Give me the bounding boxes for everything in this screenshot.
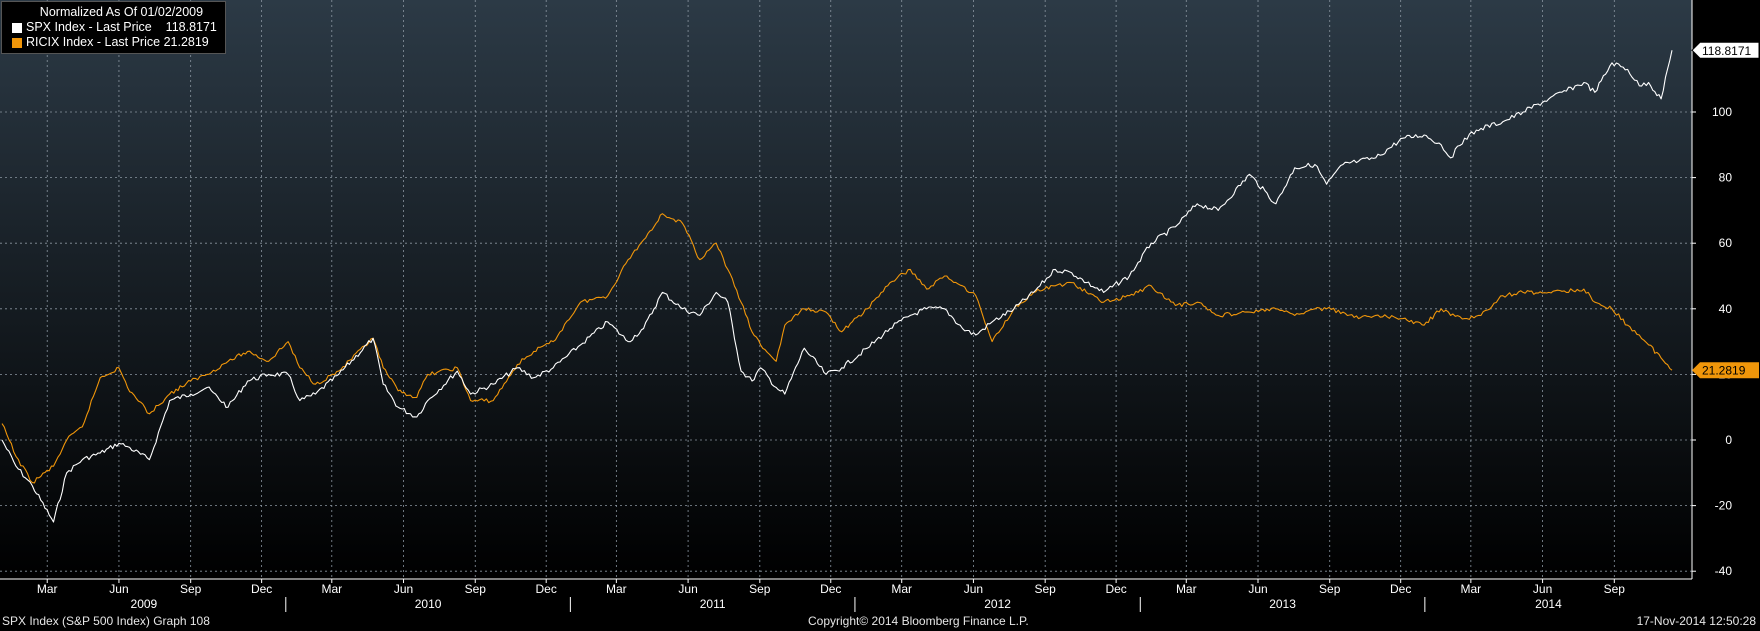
x-month-label: Jun <box>678 582 697 596</box>
x-year-label: 2012 <box>984 597 1011 611</box>
y-tick-label: 80 <box>1719 171 1733 185</box>
legend-swatch-spx <box>12 22 22 33</box>
x-month-label: Dec <box>1105 582 1126 596</box>
x-month-label: Mar <box>606 582 627 596</box>
y-tick-label: 40 <box>1719 302 1733 316</box>
footer: SPX Index (S&P 500 Index) Graph 108 Copy… <box>0 612 1760 631</box>
ricix-series-line <box>1 213 1673 484</box>
grid <box>0 0 1692 579</box>
x-month-label: Sep <box>180 582 202 596</box>
legend-label-ricix: RICIX Index - Last Price <box>26 35 161 49</box>
spx-series-line <box>1 50 1673 523</box>
y-tick-label: -40 <box>1715 564 1733 578</box>
x-month-label: Jun <box>109 582 128 596</box>
x-month-label: Jun <box>1533 582 1552 596</box>
x-month-label: Mar <box>1461 582 1482 596</box>
label-box <box>1691 41 1760 59</box>
x-year-label: 2011 <box>700 597 726 611</box>
label-text: 21.2819 <box>1702 364 1746 378</box>
legend-value-spx: 118.8171 <box>165 20 217 34</box>
y-tick-label: 60 <box>1719 236 1733 250</box>
chart-title: Normalized As Of 01/02/2009 <box>39 5 204 19</box>
x-month-label: Mar <box>891 582 912 596</box>
x-month-label: Mar <box>37 582 58 596</box>
legend-item-spx: SPX Index - Last Price 118.8171 <box>12 20 217 35</box>
x-month-label: Sep <box>749 582 771 596</box>
x-month-label: Sep <box>1034 582 1056 596</box>
x-year-label: 2013 <box>1269 597 1296 611</box>
footer-timestamp: 17-Nov-2014 12:50:28 <box>1636 614 1756 628</box>
x-month-label: Jun <box>964 582 983 596</box>
x-month-label: Dec <box>1390 582 1411 596</box>
x-axis: Mar Jun Sep Dec Mar Jun Sep Dec Mar Jun Sep Dec Mar J… <box>0 578 1692 612</box>
y-tick-label: 100 <box>1712 105 1732 119</box>
x-month-label: Dec <box>536 582 557 596</box>
spx-last-value-label: 118.8171 <box>1691 41 1760 59</box>
x-month-label: Mar <box>1176 582 1197 596</box>
label-text: 118.8171 <box>1702 44 1751 58</box>
legend-value-ricix: 21.2819 <box>163 35 209 49</box>
y-axis: -40-20020406080100 <box>1691 0 1733 579</box>
x-month-label: Jun <box>1248 582 1267 596</box>
legend: Normalized As Of 01/02/2009 SPX Index - … <box>1 1 226 54</box>
y-tick-label: -20 <box>1715 499 1733 513</box>
x-month-label: Sep <box>1604 582 1626 596</box>
x-month-label: Sep <box>1319 582 1341 596</box>
legend-item-ricix: RICIX Index - Last Price 21.2819 <box>12 35 217 50</box>
series-lines <box>1 50 1673 523</box>
x-month-label: Dec <box>820 582 841 596</box>
x-year-label: 2010 <box>415 597 442 611</box>
last-value-labels: 21.2819 118.8171 <box>1691 41 1760 379</box>
x-month-label: Dec <box>251 582 272 596</box>
legend-label-spx: SPX Index - Last Price <box>26 20 152 34</box>
plot-background <box>0 0 1692 579</box>
x-month-label: Jun <box>394 582 413 596</box>
y-tick-label: 0 <box>1725 433 1732 447</box>
x-month-label: Sep <box>465 582 487 596</box>
x-year-label: 2009 <box>131 597 158 611</box>
ricix-last-value-label: 21.2819 <box>1692 362 1759 379</box>
label-box <box>1692 362 1759 379</box>
x-year-label: 2014 <box>1535 597 1562 611</box>
footer-copyright: Copyright© 2014 Bloomberg Finance L.P. <box>808 614 1029 628</box>
line-chart: -40-20020406080100 MarJunSepDecMarJunSep… <box>0 0 1760 612</box>
legend-swatch-ricix <box>12 37 22 48</box>
footer-graph-name: SPX Index (S&P 500 Index) Graph 108 <box>2 614 210 628</box>
x-month-label: Mar <box>321 582 342 596</box>
